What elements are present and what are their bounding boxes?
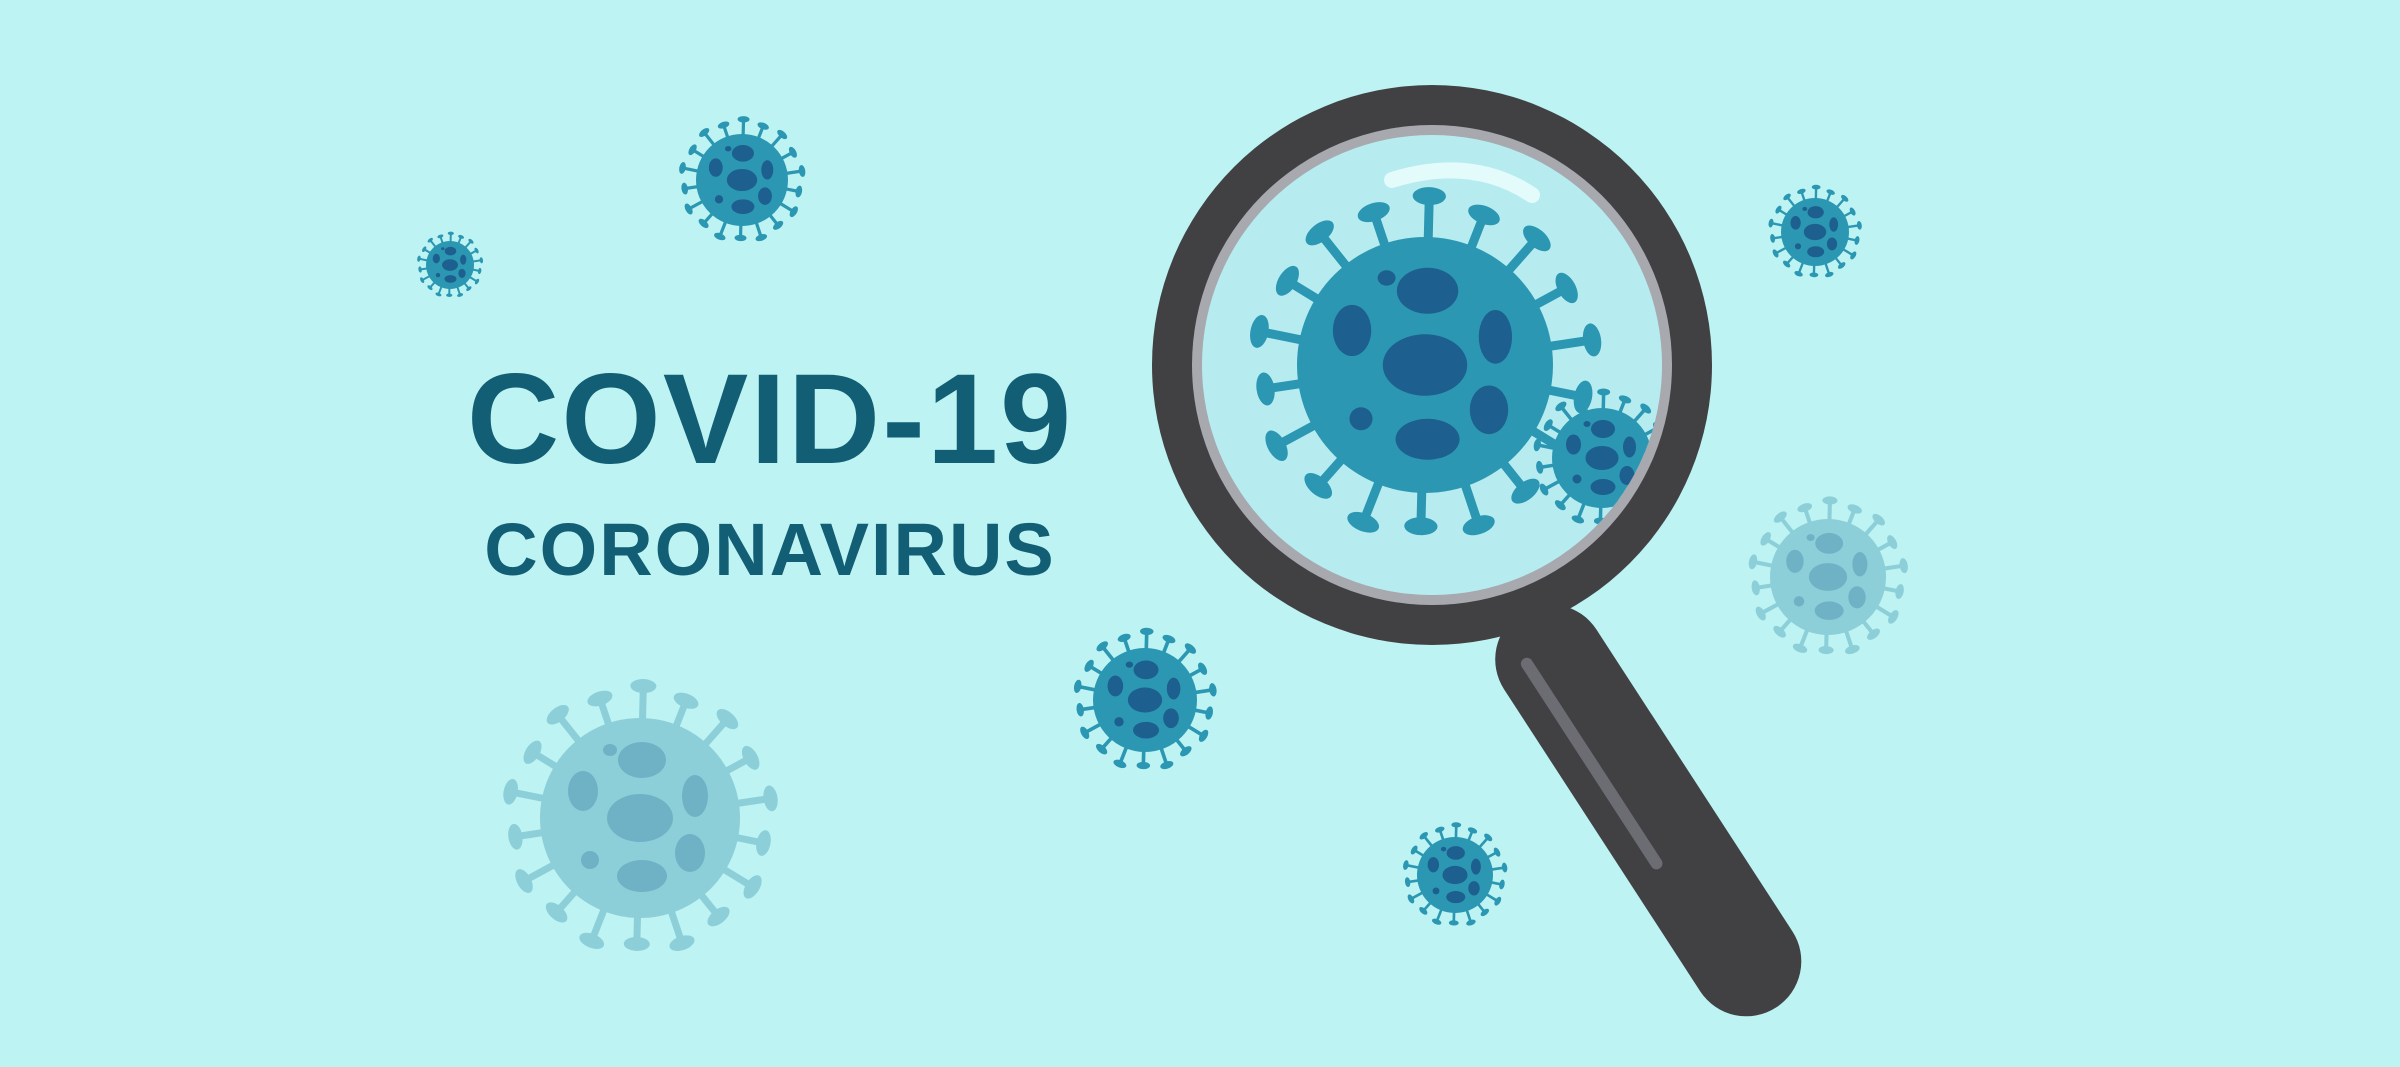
subtitle: CORONAVIRUS	[484, 508, 1056, 591]
coronavirus-icon	[679, 116, 806, 242]
title: COVID-19	[466, 348, 1074, 491]
virus-layer	[417, 116, 1908, 951]
coronavirus-icon	[1073, 627, 1217, 770]
magnifying-glass-icon	[1152, 85, 1802, 1017]
coronavirus-icon	[417, 231, 484, 297]
coronavirus-icon	[1748, 496, 1908, 655]
coronavirus-icon	[1250, 187, 1602, 536]
coronavirus-icon	[503, 679, 778, 951]
coronavirus-icon	[1768, 184, 1862, 278]
coronavirus-icon	[1403, 822, 1508, 926]
lens-glare	[1384, 162, 1540, 203]
magnifier-handle	[1495, 604, 1802, 1017]
